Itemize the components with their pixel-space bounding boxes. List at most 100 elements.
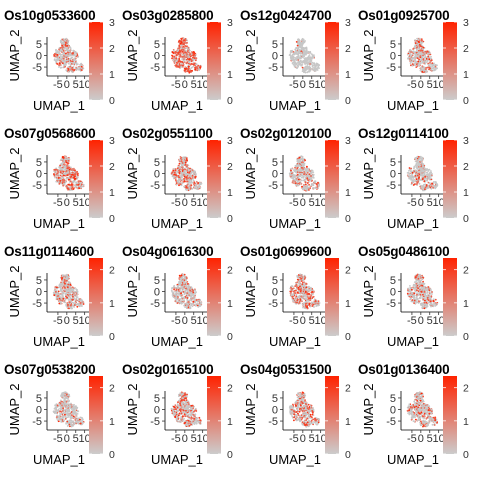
umap-point (187, 164, 190, 167)
x-tick-label: -5 (171, 197, 181, 209)
umap-point (181, 58, 184, 61)
x-axis-title: UMAP_1 (151, 98, 203, 113)
umap-point (419, 174, 422, 177)
umap-point (187, 63, 190, 66)
umap-point (426, 173, 429, 176)
umap-point (70, 291, 72, 294)
umap-point (186, 173, 189, 176)
umap-point (297, 163, 300, 166)
umap-point (67, 164, 70, 167)
umap-point (55, 176, 58, 179)
umap-point (420, 173, 422, 175)
feature-plot-panel: Os07g0568600 -5 0 5 10 5 0 -5 UMAP_1 UMAP_2 0 1 2 3 (2, 120, 122, 240)
umap-point (177, 51, 180, 54)
umap-point (182, 45, 185, 48)
umap-point (428, 182, 431, 184)
umap-point (425, 185, 428, 188)
umap-point (424, 188, 426, 190)
umap-point (179, 52, 182, 54)
umap-point (422, 66, 425, 68)
umap-point (175, 183, 178, 186)
plot-title: Os11g0114600 (4, 244, 94, 259)
umap-point (80, 183, 83, 186)
umap-point (67, 170, 69, 173)
umap-point (56, 50, 59, 52)
umap-point (301, 185, 303, 188)
umap-point (429, 184, 432, 186)
umap-point (421, 163, 424, 166)
umap-point (427, 63, 430, 66)
umap-point (59, 164, 61, 167)
umap-point (70, 187, 73, 190)
umap-point (431, 173, 433, 175)
umap-point (173, 168, 175, 171)
umap-point (69, 283, 72, 286)
umap-point (72, 298, 75, 301)
umap-point (178, 39, 181, 42)
umap-point (61, 294, 64, 297)
y-axis-title: UMAP_2 (7, 265, 22, 317)
umap-point (178, 184, 180, 187)
umap-point (296, 179, 298, 182)
y-tick-label: 0 (272, 169, 278, 181)
umap-point (74, 169, 76, 172)
umap-point (190, 184, 193, 187)
umap-point (74, 173, 77, 176)
umap-point (75, 61, 78, 64)
umap-point (422, 170, 425, 173)
umap-point (191, 171, 194, 173)
umap-point (76, 173, 79, 176)
umap-point (409, 49, 412, 51)
umap-point (65, 297, 68, 300)
umap-point (290, 169, 292, 172)
umap-point (195, 184, 198, 187)
umap-point (174, 179, 177, 181)
umap-point (180, 66, 183, 68)
umap-point (192, 173, 195, 175)
umap-point (301, 49, 304, 52)
umap-point (183, 185, 186, 188)
umap-point (71, 183, 74, 186)
umap-point (80, 181, 83, 184)
feature-plot-panel: Os02g0120100 -5 0 5 10 5 0 -5 UMAP_1 UMAP_2 0 1 2 3 (238, 120, 358, 240)
umap-point (318, 64, 321, 67)
umap-point (67, 290, 69, 293)
umap-point (310, 175, 312, 177)
umap-point (193, 183, 195, 186)
umap-point (75, 51, 78, 54)
legend-tick-label: 1 (109, 298, 115, 310)
umap-point (414, 39, 416, 41)
umap-point (80, 186, 83, 188)
umap-point (65, 278, 68, 280)
umap-point (190, 69, 192, 72)
umap-point (77, 66, 80, 69)
umap-point (178, 44, 181, 47)
umap-point (300, 176, 303, 179)
umap-point (70, 172, 73, 174)
umap-point (414, 169, 417, 172)
umap-point (299, 164, 301, 167)
y-tick-label: 0 (36, 51, 42, 63)
umap-point (63, 163, 65, 166)
umap-point (65, 303, 68, 306)
umap-point (63, 54, 66, 56)
umap-point (430, 55, 432, 58)
y-axis-title: UMAP_2 (243, 29, 258, 81)
umap-points (170, 156, 203, 192)
umap-point (67, 62, 70, 65)
umap-point (179, 169, 182, 172)
umap-point (422, 51, 425, 54)
umap-point (64, 298, 67, 301)
umap-point (423, 171, 426, 174)
umap-point (186, 180, 189, 183)
legend-tick-label: 3 (227, 135, 233, 147)
umap-point (171, 51, 174, 54)
umap-point (417, 172, 420, 175)
umap-point (80, 63, 82, 66)
umap-point (62, 174, 65, 177)
x-tick-label: 5 (191, 79, 197, 91)
umap-point (53, 59, 56, 61)
umap-point (181, 162, 184, 164)
umap-point (183, 172, 186, 175)
